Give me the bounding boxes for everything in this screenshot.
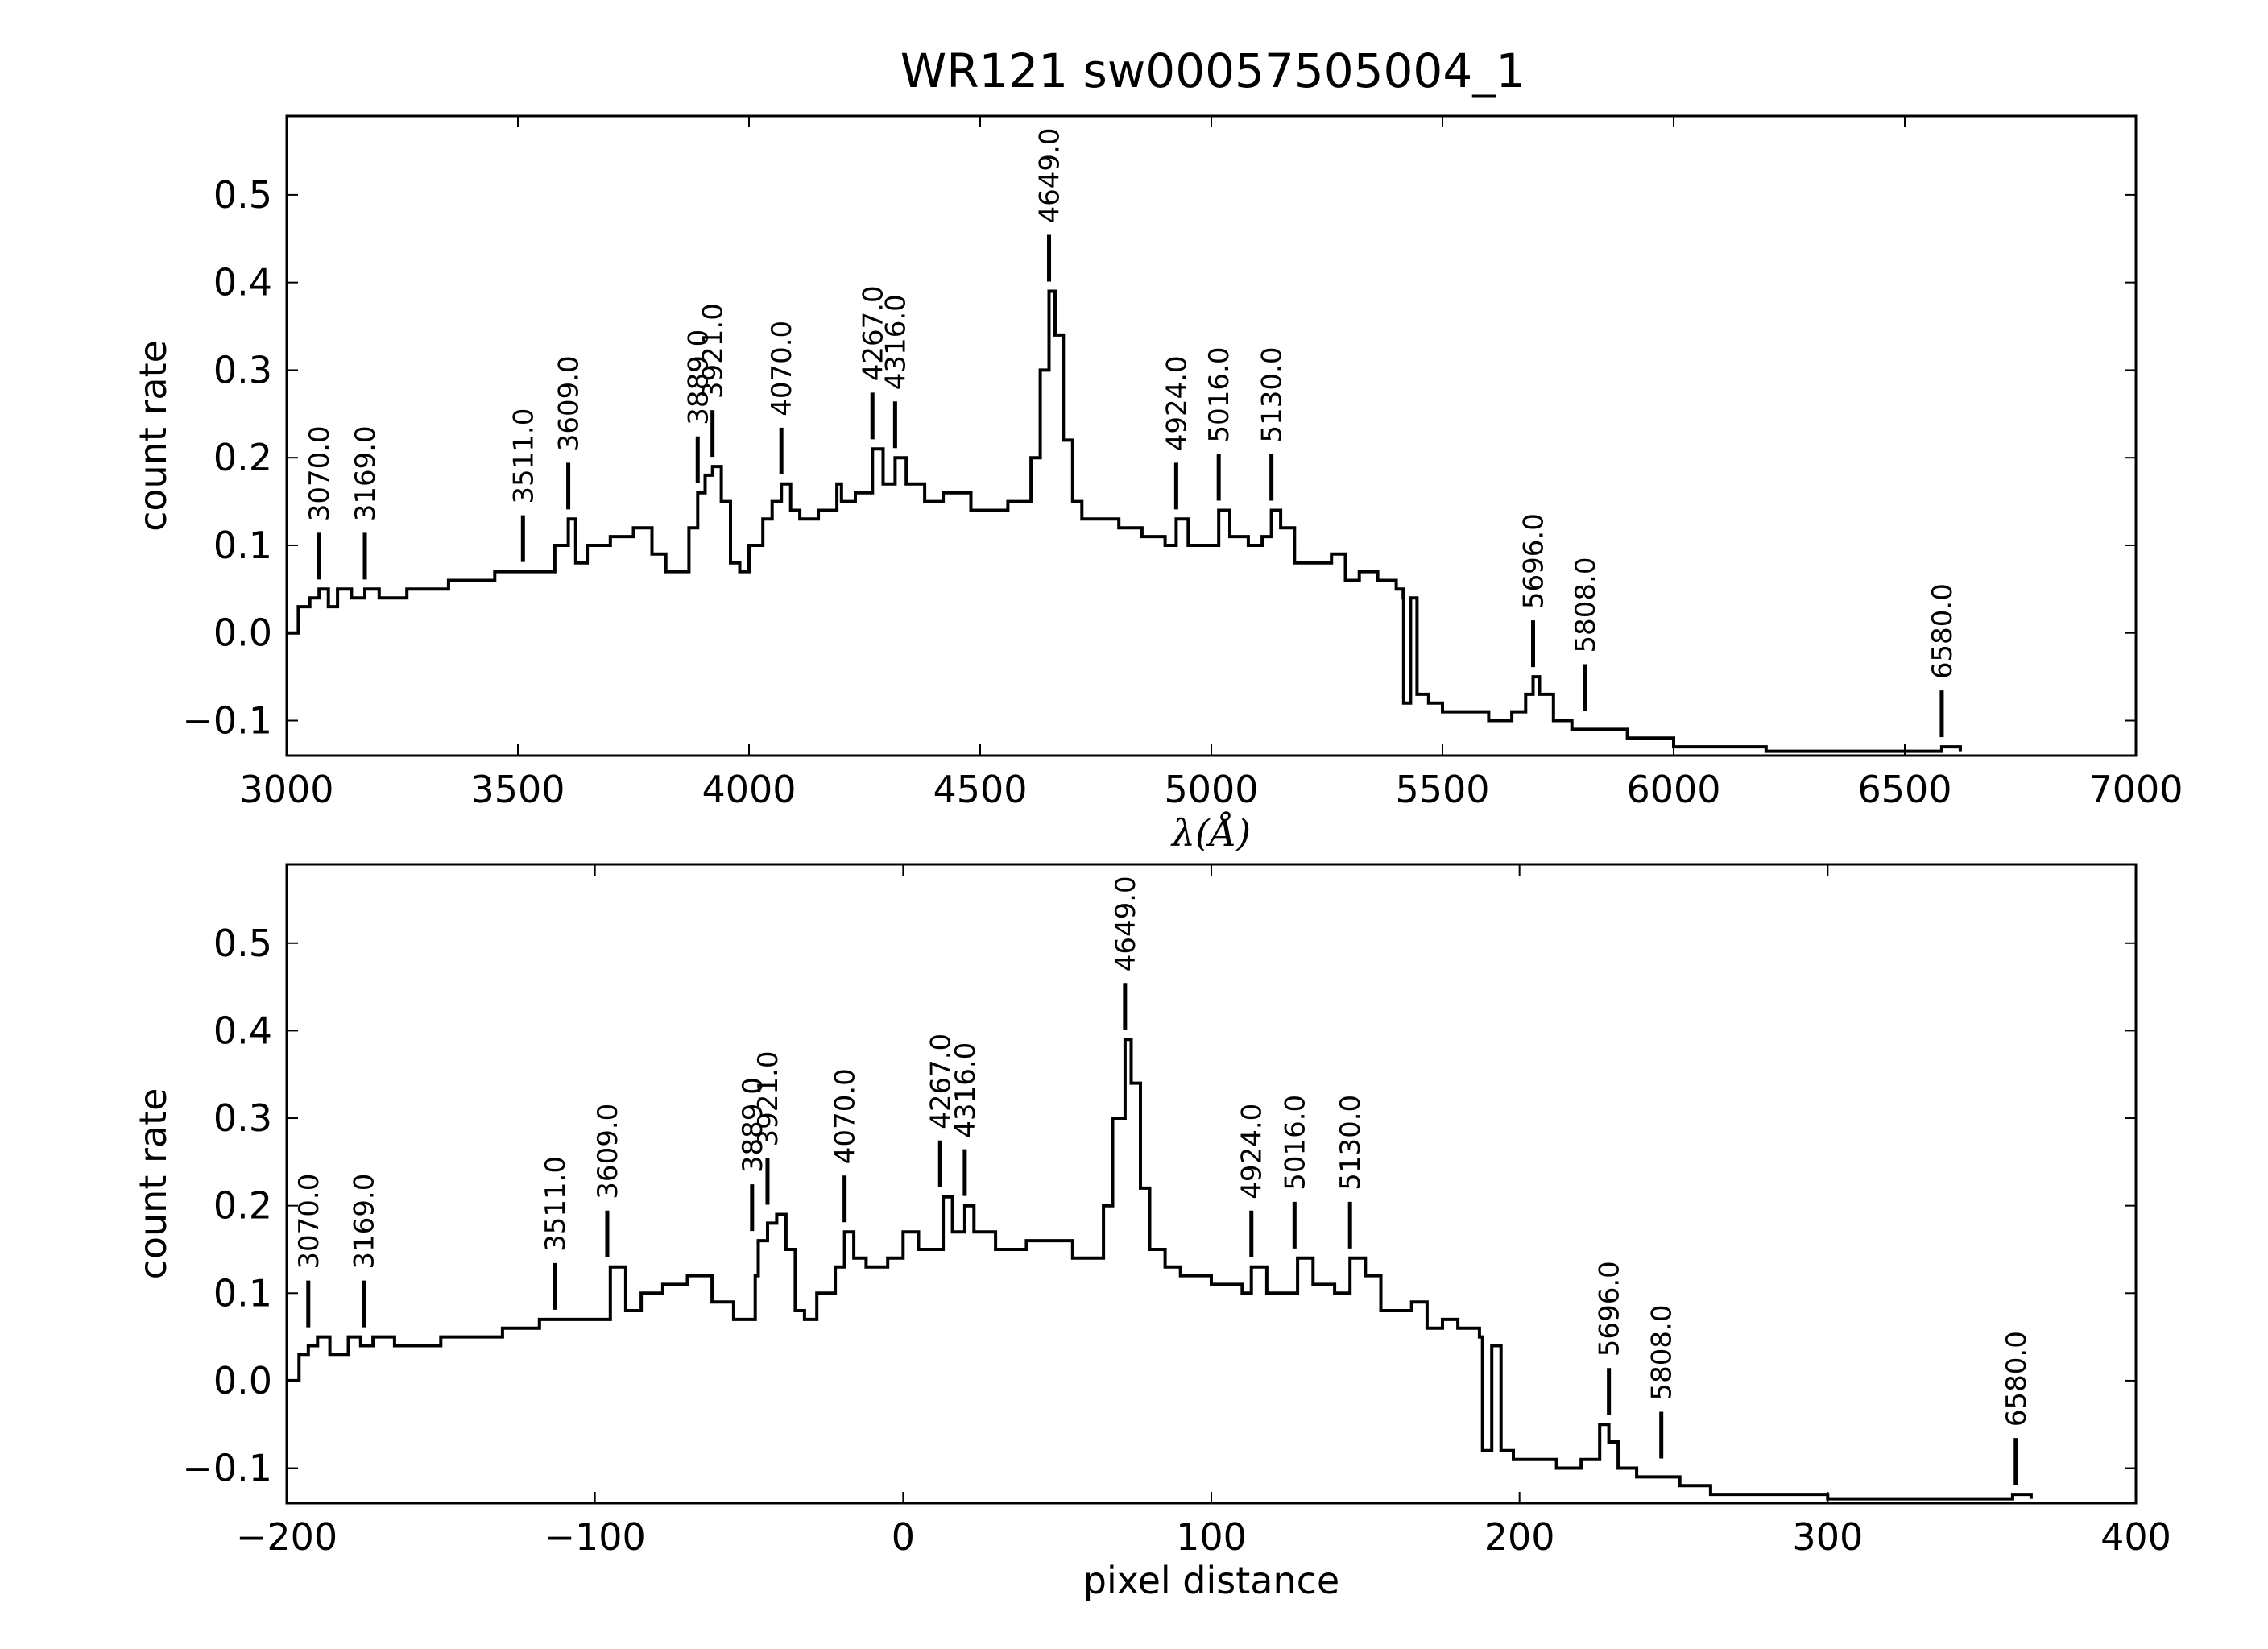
line-label: 5808.0 [1646,1305,1678,1401]
x-tick-label: 5500 [1395,768,1489,811]
x-tick-label: 6500 [1857,768,1951,811]
y-tick-label: 0.5 [213,922,272,965]
line-label: 6580.0 [1927,583,1959,679]
line-label: 6580.0 [2001,1331,2033,1427]
line-label: 4070.0 [830,1068,862,1164]
line-label: 4316.0 [950,1042,982,1138]
y-tick-label: 0.0 [213,611,272,655]
line-label: 4267.0 [925,1034,957,1129]
y-tick-label: 0.2 [213,436,272,479]
x-tick-label: 3000 [239,768,333,811]
y-tick-label: −0.1 [182,698,272,742]
x-axis-label: pixel distance [1083,1559,1339,1602]
line-label: 4924.0 [1161,355,1193,451]
line-label: 4267.0 [857,285,889,381]
line-label: 5130.0 [1256,347,1289,443]
x-tick-label: 6000 [1626,768,1720,811]
y-tick-label: 0.1 [213,1271,272,1315]
y-tick-label: 0.4 [213,1009,272,1052]
y-tick-label: 0.2 [213,1184,272,1228]
line-label: 4649.0 [1034,128,1066,224]
x-tick-label: 5000 [1164,768,1258,811]
line-label: 3169.0 [350,425,382,521]
spectrum-line [287,1038,2033,1501]
x-axis-label: λ(Å) [1170,810,1251,855]
x-tick-label: 7000 [2088,768,2183,811]
x-tick-label: −100 [544,1515,645,1559]
line-label: 5808.0 [1570,557,1602,653]
y-tick-label: 0.1 [213,524,272,567]
line-label: 4316.0 [879,294,912,390]
line-label: 4924.0 [1236,1104,1269,1199]
y-tick-label: −0.1 [182,1447,272,1490]
line-label: 3609.0 [553,355,586,451]
line-label: 3889.0 [682,329,714,425]
y-axis-label: count rate [131,340,175,532]
y-tick-label: 0.3 [213,348,272,392]
x-tick-label: 400 [2100,1515,2171,1559]
line-label: 3070.0 [304,425,336,521]
line-label: 3921.0 [752,1051,784,1147]
line-label: 5696.0 [1594,1261,1626,1357]
x-tick-label: 200 [1484,1515,1555,1559]
y-axis-label: count rate [131,1088,175,1280]
y-tick-label: 0.5 [213,173,272,217]
line-label: 5130.0 [1335,1095,1367,1191]
x-tick-label: 4000 [702,768,796,811]
line-label: 3921.0 [697,303,730,399]
x-tick-label: 300 [1792,1515,1863,1559]
y-tick-label: 0.0 [213,1359,272,1402]
line-label: 3889.0 [737,1077,769,1173]
x-tick-label: 3500 [470,768,565,811]
spectrum-line [287,289,1962,753]
chart-title: WR121 sw00057505004_1 [900,44,1525,98]
line-label: 4649.0 [1110,876,1142,972]
line-label: 3070.0 [293,1174,325,1270]
line-label: 3511.0 [540,1156,572,1252]
x-tick-label: 4500 [933,768,1027,811]
line-label: 3609.0 [592,1104,624,1199]
y-tick-label: 0.4 [213,261,272,305]
x-tick-label: −200 [236,1515,337,1559]
line-label: 5016.0 [1203,347,1235,443]
line-label: 4070.0 [766,321,798,416]
y-tick-label: 0.3 [213,1096,272,1140]
line-label: 3511.0 [507,408,540,504]
x-tick-label: 100 [1176,1515,1247,1559]
line-label: 5696.0 [1518,513,1550,609]
line-label: 3169.0 [349,1174,381,1270]
line-label: 5016.0 [1279,1095,1311,1191]
x-tick-label: 0 [892,1515,915,1559]
